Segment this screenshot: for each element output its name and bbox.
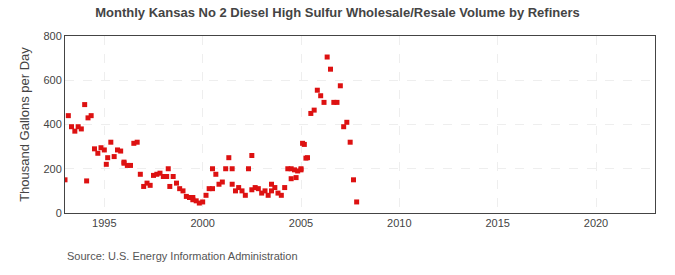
- svg-text:600: 600: [43, 74, 61, 86]
- svg-text:400: 400: [43, 118, 61, 130]
- svg-text:0: 0: [56, 207, 62, 219]
- svg-text:Source: U.S. Energy Informatio: Source: U.S. Energy Information Administ…: [67, 250, 298, 262]
- svg-text:Monthly Kansas No 2 Diesel Hig: Monthly Kansas No 2 Diesel High Sulfur W…: [95, 5, 580, 20]
- svg-text:2000: 2000: [190, 217, 214, 229]
- svg-text:2010: 2010: [387, 217, 411, 229]
- svg-text:2020: 2020: [584, 217, 608, 229]
- svg-text:2005: 2005: [289, 217, 313, 229]
- svg-text:Thousand Gallons per Day: Thousand Gallons per Day: [17, 47, 32, 202]
- svg-text:800: 800: [43, 30, 61, 42]
- svg-text:1995: 1995: [92, 217, 116, 229]
- svg-text:2015: 2015: [485, 217, 509, 229]
- svg-text:200: 200: [43, 163, 61, 175]
